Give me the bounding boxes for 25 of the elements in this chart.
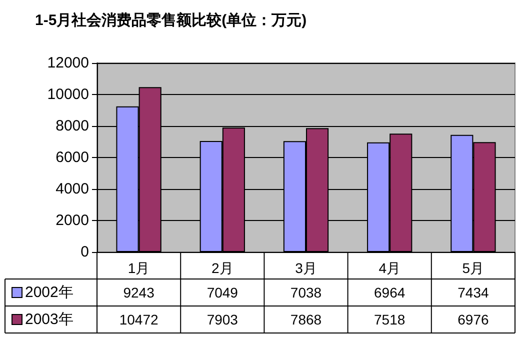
x-tick-label: 4月 <box>378 260 400 276</box>
x-tick-label: 1月 <box>128 260 150 276</box>
data-label: 9243 <box>123 284 155 300</box>
data-label: 7038 <box>290 284 322 300</box>
y-tick-label: 12000 <box>47 54 89 72</box>
data-label: 7868 <box>290 312 322 328</box>
y-tick-label: 10000 <box>47 86 89 103</box>
data-label: 7049 <box>206 284 238 300</box>
data-label: 7434 <box>458 284 489 300</box>
x-tick-label: 2月 <box>212 260 234 276</box>
x-tick-label: 5月 <box>462 260 484 276</box>
data-label: 6976 <box>458 312 489 328</box>
legend-label: 2003年 <box>25 311 74 328</box>
y-tick-label: 6000 <box>56 149 89 166</box>
x-tick-label: 3月 <box>295 260 317 276</box>
data-label: 7903 <box>206 312 238 328</box>
legend-label: 2002年 <box>25 284 74 301</box>
data-label: 7518 <box>374 312 406 328</box>
chart-title: 1-5月社会消费品零售额比较(单位：万元) <box>35 11 307 29</box>
y-tick-label: 8000 <box>56 118 89 134</box>
y-tick-label: 4000 <box>56 180 89 198</box>
data-label: 6964 <box>374 284 406 300</box>
y-tick-label: 2000 <box>56 212 89 229</box>
y-tick-label: 0 <box>80 244 89 260</box>
data-label: 10472 <box>119 312 158 328</box>
